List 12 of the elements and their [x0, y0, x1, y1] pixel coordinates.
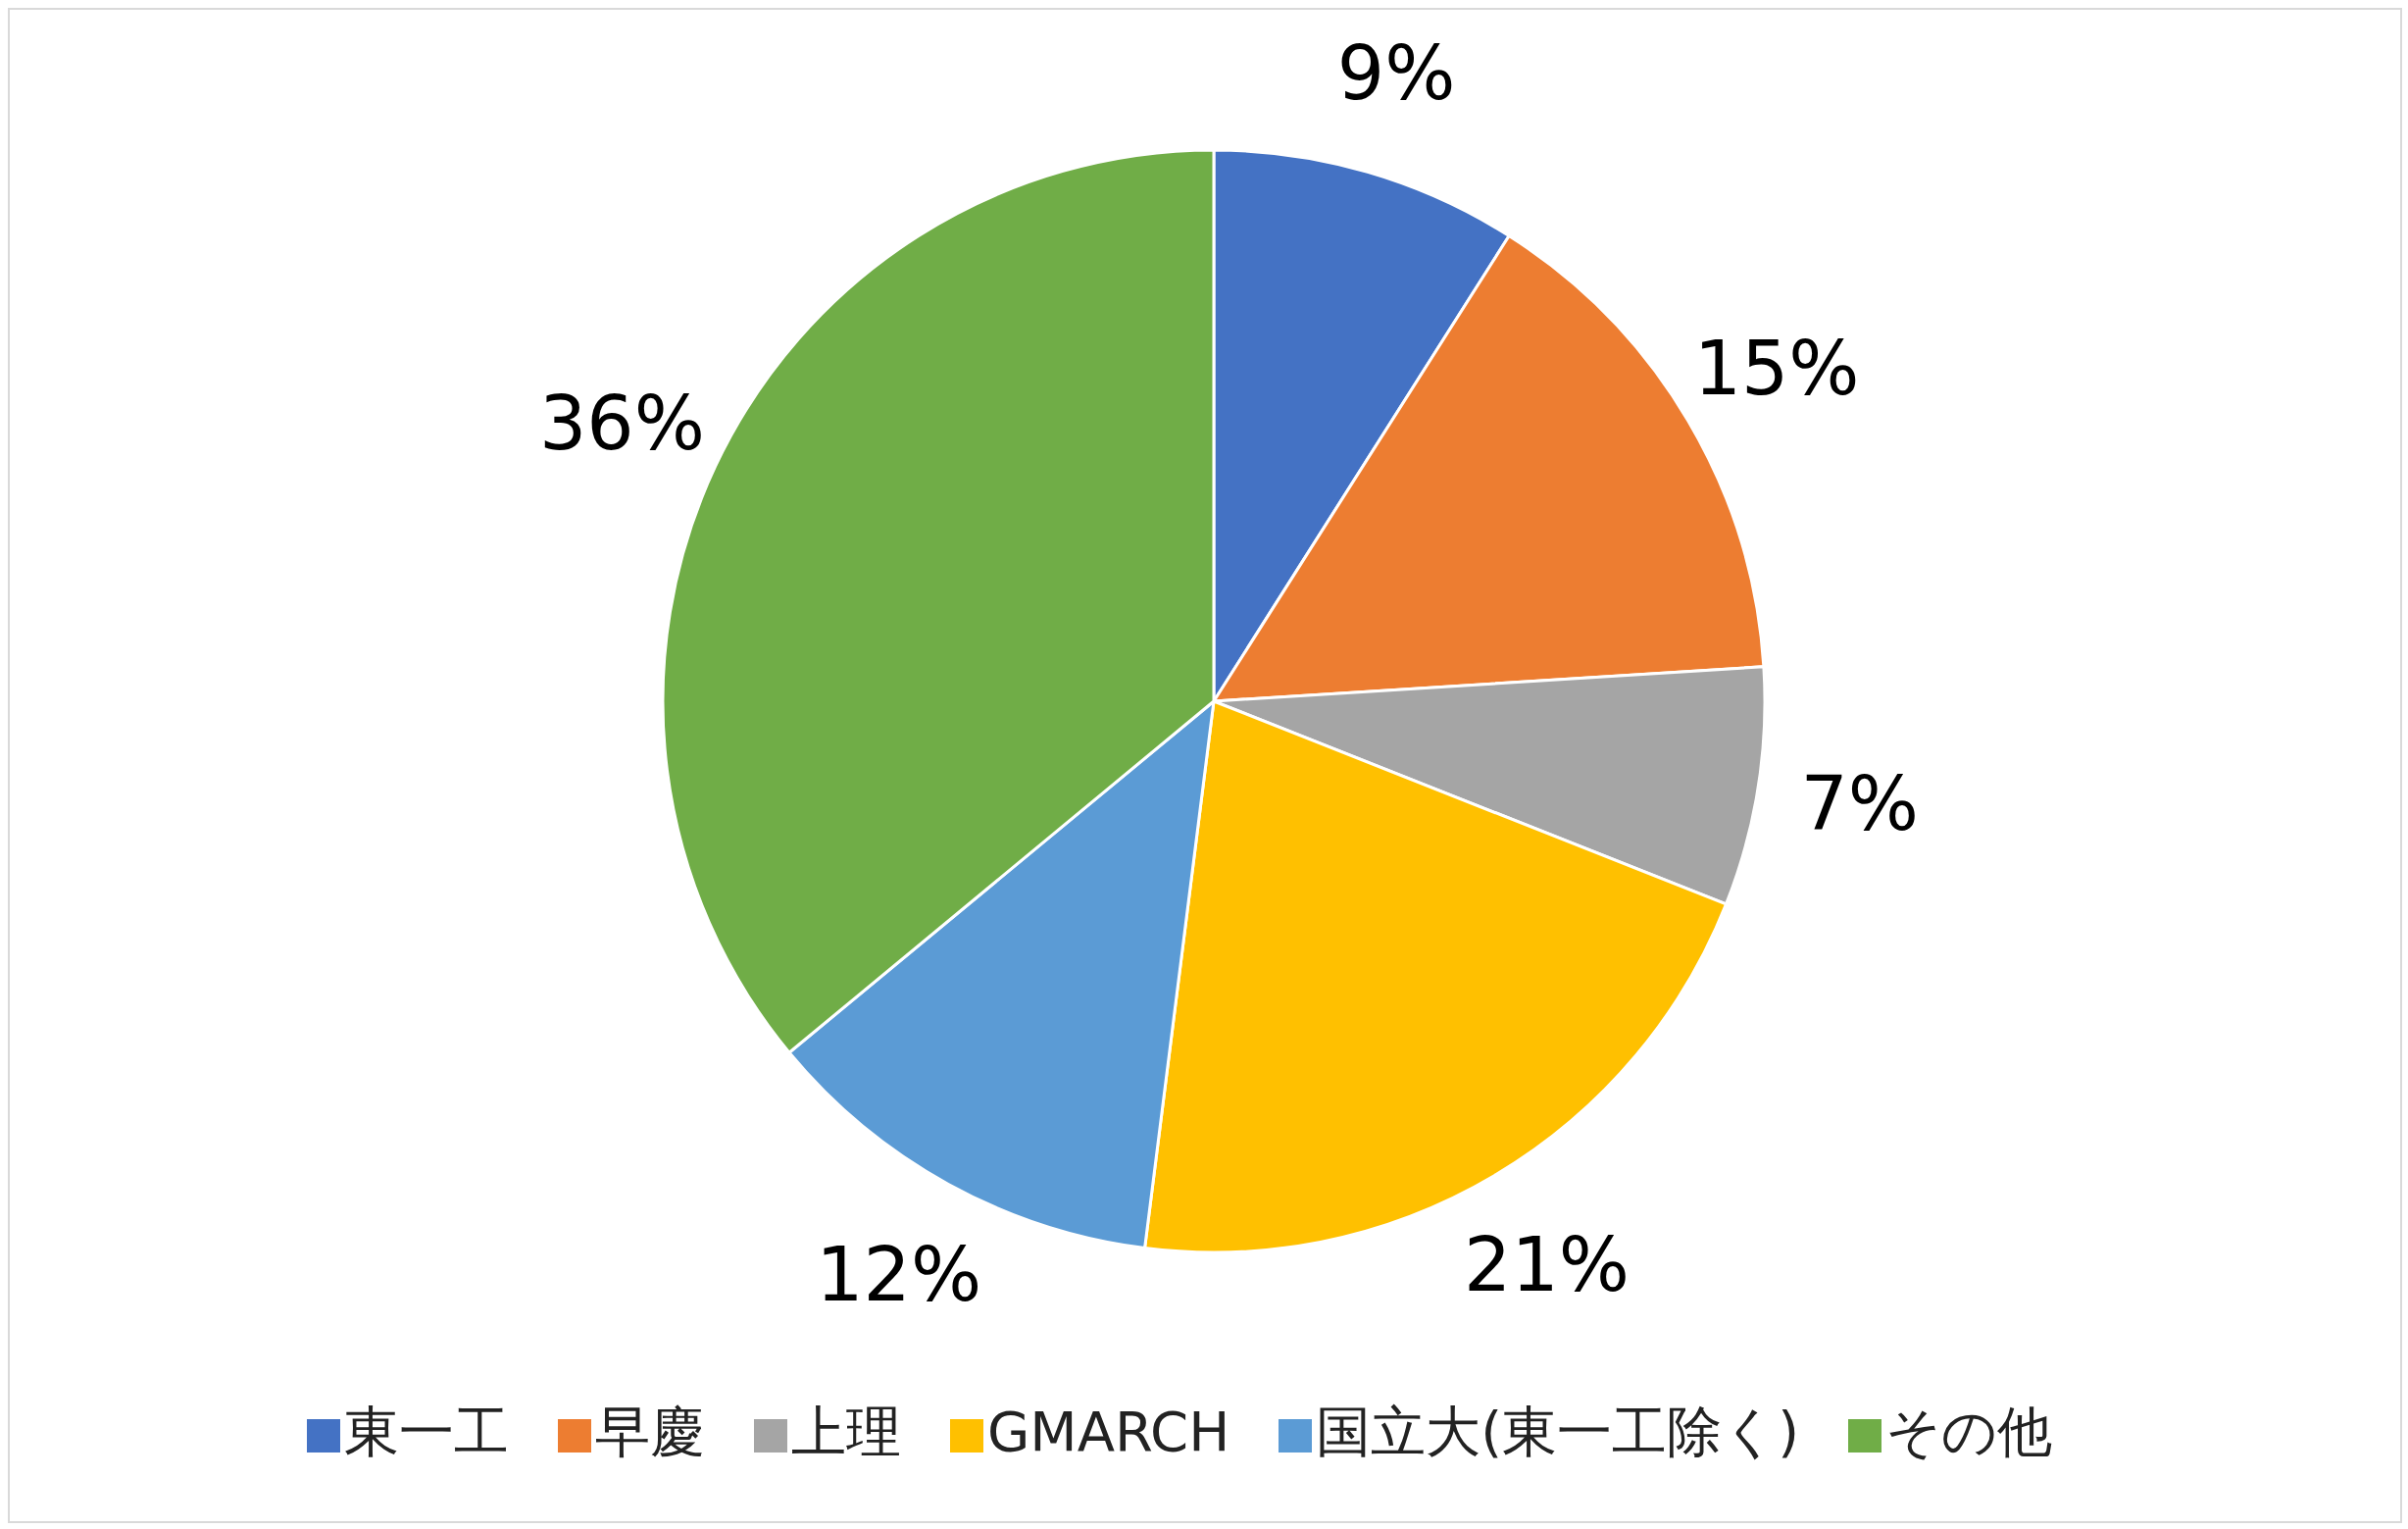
data-label: 15%: [1693, 324, 1860, 412]
data-label: 7%: [1800, 759, 1920, 847]
legend-label: 早慶: [594, 1400, 705, 1463]
data-label: 12%: [816, 1231, 982, 1318]
data-label: 21%: [1464, 1220, 1630, 1308]
legend-label: 上理: [790, 1400, 901, 1463]
legend-label: GMARCH: [986, 1400, 1230, 1463]
data-label: 36%: [539, 379, 705, 467]
legend-label: 東一工: [343, 1400, 509, 1463]
legend-label: その他: [1885, 1400, 2053, 1463]
data-label: 9%: [1336, 28, 1456, 117]
legend-label: 国立大(東一工除く): [1316, 1400, 1800, 1463]
